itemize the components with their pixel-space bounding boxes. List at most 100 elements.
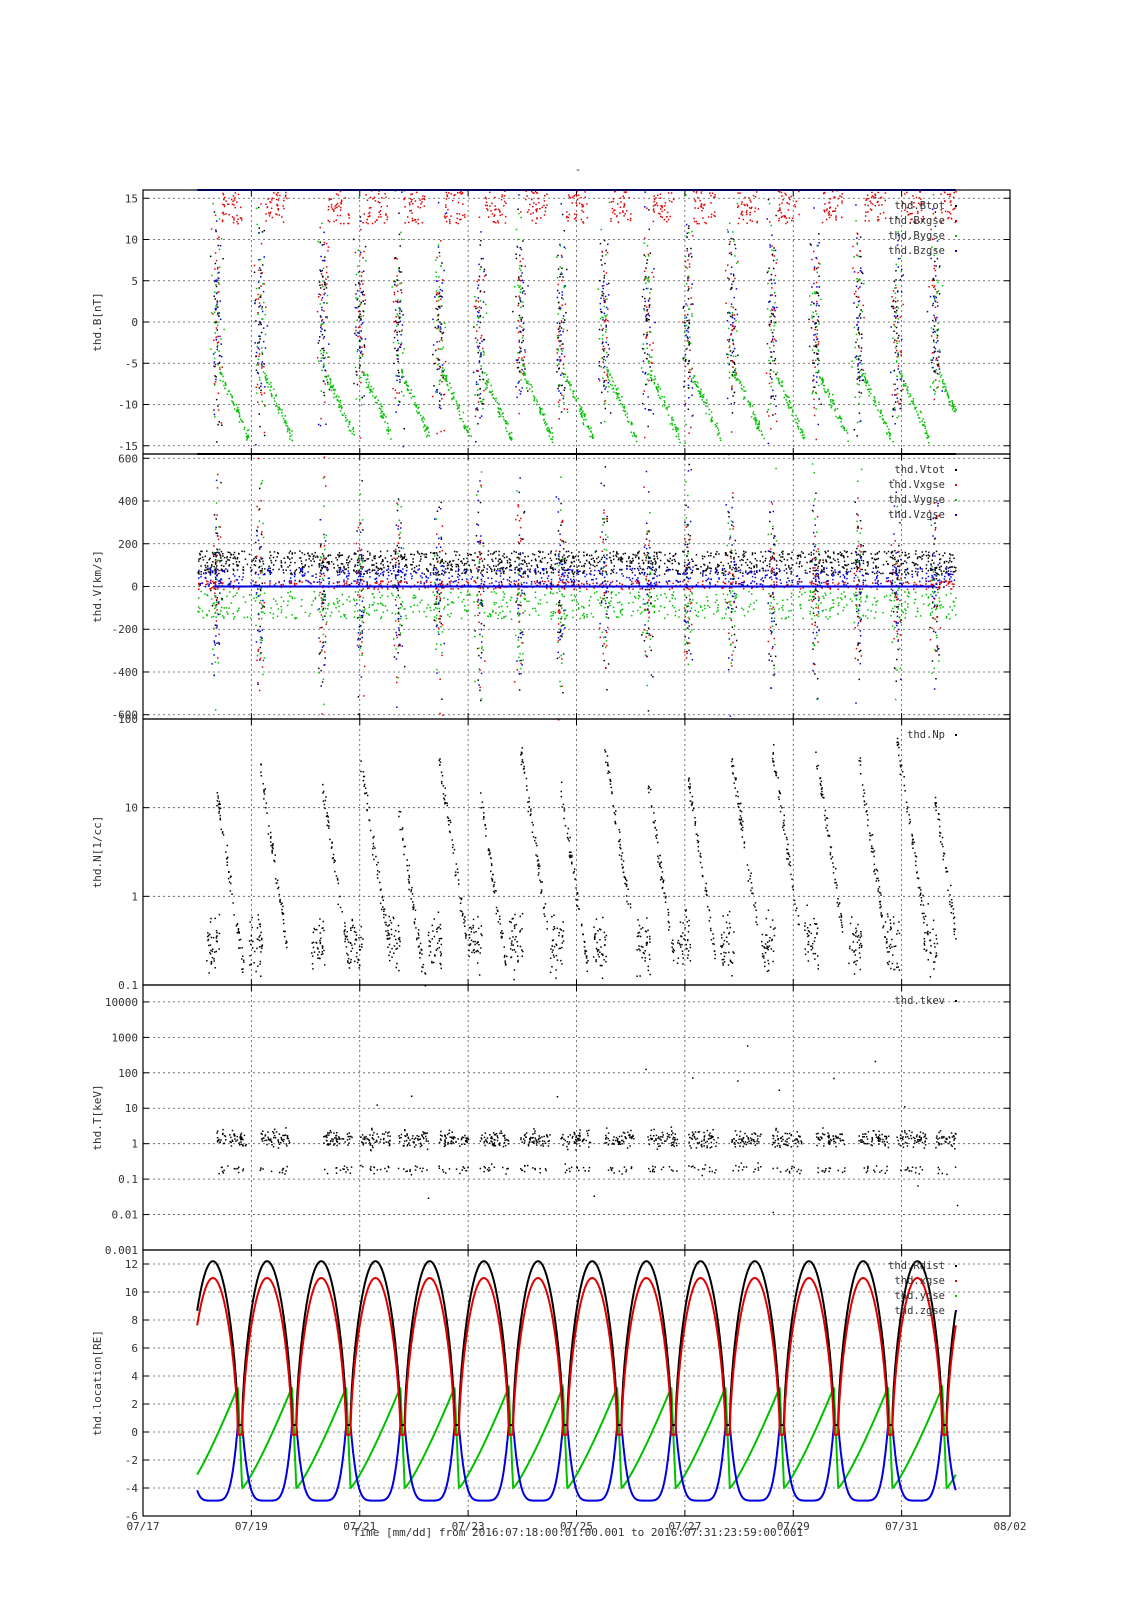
y-axis-label: thd.location[RE] (91, 1330, 104, 1436)
panel-border (142, 1249, 1011, 1517)
x-tick-label: 07/19 (235, 1520, 268, 1533)
legend-marker (955, 499, 957, 501)
legend-label: thd.Vzgse (888, 509, 945, 521)
panel-5: 12 10 8 6 4 2 0 -2 -4 -6 thd.location[RE] thd.Rdist… (91, 1250, 1011, 1523)
y-tick-label: 600 (118, 452, 138, 465)
panel-4: 10000 1000 100 10 1 0.1 0.01 0.001 thd.T[keV] thd… (91, 985, 1011, 1257)
y-axis-label: thd.B[nT] (91, 292, 104, 352)
y-tick-label: 5 (131, 275, 138, 288)
x-tick-label: 07/29 (777, 1520, 810, 1533)
y-tick-label: -4 (125, 1482, 139, 1495)
panel-1: 15 10 5 0 -5 -10 -15 thd.B[nT] thd.Btot thd.Bxgse… (91, 189, 1011, 456)
series-ygse (196, 1383, 957, 1490)
y-tick-label: 400 (118, 495, 138, 508)
series-tkev (216, 1045, 959, 1214)
y-tick-label: 100 (118, 713, 138, 726)
y-axis-label: thd.T[keV] (91, 1084, 104, 1150)
y-tick-label: -15 (118, 440, 138, 453)
x-tick-label: 08/02 (993, 1520, 1026, 1533)
y-tick-label: -5 (125, 357, 138, 370)
series-Bygse (210, 194, 958, 456)
legend-label: thd.Rdist (888, 1260, 945, 1272)
points (206, 737, 957, 987)
y-tick-label: 0.1 (118, 979, 138, 992)
legend-marker (955, 1265, 957, 1267)
y-tick-label: -10 (118, 399, 138, 412)
legend-marker (955, 1000, 957, 1002)
points (210, 190, 957, 441)
points (212, 190, 943, 448)
y-tick-label: 2 (131, 1398, 138, 1411)
y-axis-label: thd.N[1/cc] (91, 816, 104, 889)
series-zgse (196, 1424, 957, 1502)
y-tick-label: 12 (125, 1258, 138, 1271)
y-tick-label: 1000 (112, 1031, 139, 1044)
y-tick-label: -6 (125, 1510, 138, 1523)
legend-label: thd.xgse (894, 1275, 945, 1287)
series-Np (206, 737, 957, 987)
series-Btot (209, 198, 941, 443)
time-range-footer: Time [mm/dd] from 2016:07:18:00:01:00.00… (353, 1526, 803, 1539)
y-tick-label: 8 (131, 1314, 138, 1327)
legend-label: thd.ygse (894, 1290, 945, 1302)
points (210, 194, 958, 456)
panel-2: 600 400 200 0 -200 -400 -600 thd.V[km/s] thd.Vto… (91, 452, 1011, 722)
points (197, 456, 955, 721)
points (197, 463, 957, 716)
y-tick-label: 15 (125, 192, 138, 205)
y-tick-label: 10 (125, 234, 138, 247)
legend-label: thd.Vtot (894, 464, 945, 476)
y-tick-label: 100 (118, 1067, 138, 1080)
legend-label: thd.tkev (894, 995, 945, 1007)
series-Rdist (196, 1260, 957, 1426)
y-tick-label: 0.001 (105, 1244, 138, 1257)
legend-label: thd.Vxgse (888, 479, 945, 491)
y-tick-label: -400 (112, 666, 139, 679)
legend-marker (955, 484, 957, 486)
x-tick-label: 07/17 (126, 1520, 159, 1533)
series-Vtot (197, 463, 957, 716)
legend-label: thd.Btot (894, 200, 945, 212)
series-Bxgse (210, 190, 957, 441)
x-tick-label: 07/25 (560, 1520, 593, 1533)
legend-marker (955, 250, 957, 252)
y-tick-label: 0 (131, 1426, 138, 1439)
panel-3: 100 10 1 0.1 thd.N[1/cc] thd.Np (91, 713, 1011, 992)
y-axis-label: thd.V[km/s] (91, 550, 104, 623)
points (216, 1045, 959, 1214)
legend-marker (955, 205, 957, 207)
y-tick-label: 200 (118, 538, 138, 551)
x-tick-label: 07/21 (343, 1520, 376, 1533)
y-tick-label: 0 (131, 581, 138, 594)
legend-label: thd.Np (907, 729, 945, 741)
legend-marker (955, 514, 957, 516)
legend-marker (955, 220, 957, 222)
x-tick-label: 07/23 (452, 1520, 485, 1533)
y-tick-label: -2 (125, 1454, 138, 1467)
x-tick-label: 07/31 (885, 1520, 918, 1533)
y-tick-label: 0.1 (118, 1173, 138, 1186)
y-tick-label: 0.01 (112, 1209, 139, 1222)
y-tick-label: 10 (125, 1286, 138, 1299)
legend-marker (955, 235, 957, 237)
y-tick-label: 10 (125, 1102, 138, 1115)
y-tick-label: 10 (125, 802, 138, 815)
legend-label: thd.Bxgse (888, 215, 945, 227)
legend-label: thd.Bygse (888, 230, 945, 242)
points (209, 198, 941, 443)
y-tick-label: 4 (131, 1370, 138, 1383)
legend-label: thd.zgse (894, 1305, 945, 1317)
y-tick-label: 1 (131, 1138, 138, 1151)
legend-marker (955, 734, 957, 736)
legend-marker (955, 1280, 957, 1282)
series-Bzgse (212, 190, 943, 448)
y-tick-label: 10000 (105, 996, 138, 1009)
legend-marker (955, 1295, 957, 1297)
y-tick-label: -200 (112, 623, 139, 636)
legend-marker (955, 1310, 957, 1312)
y-tick-label: 0 (131, 316, 138, 329)
legend-marker (955, 469, 957, 471)
legend-label: thd.Bzgse (888, 245, 945, 257)
series-Vxgse (197, 456, 955, 721)
